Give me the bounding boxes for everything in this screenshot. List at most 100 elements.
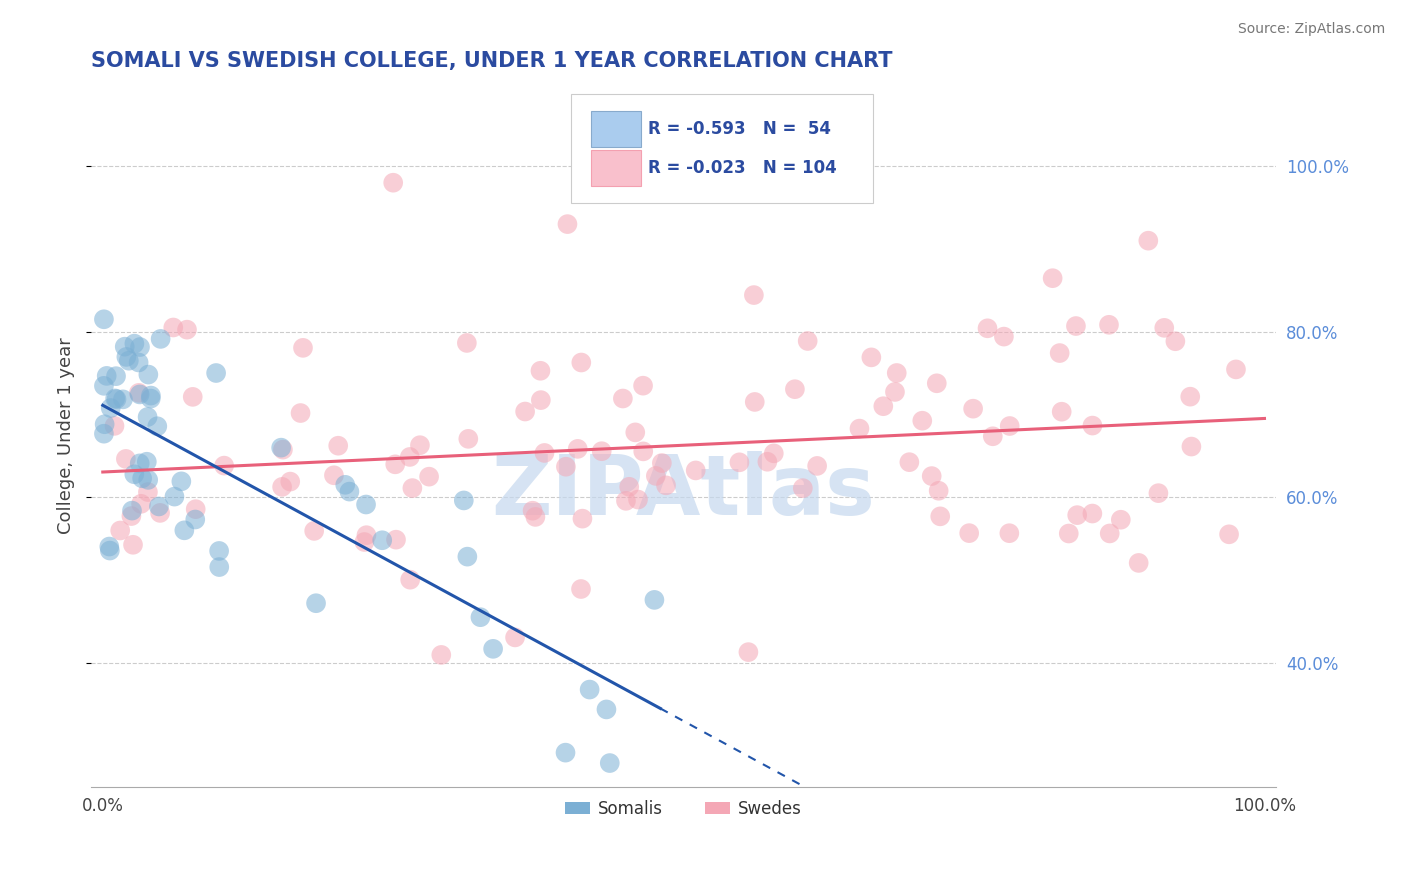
Point (302, 524, 325, 538)
Point (1180, 390, 1202, 404)
Point (292, 341, 315, 355)
Point (631, 444, 654, 458)
Point (173, 524, 195, 538)
Point (860, 351, 883, 365)
Point (456, 335, 478, 350)
Point (354, 498, 377, 512)
Point (728, 455, 751, 469)
Point (925, 376, 948, 391)
Point (1109, 513, 1132, 527)
Point (371, 533, 394, 548)
Point (1066, 508, 1088, 522)
Point (651, 456, 673, 470)
Point (591, 444, 613, 458)
Point (557, 217, 579, 231)
Point (118, 353, 141, 368)
Point (456, 549, 478, 564)
Point (105, 392, 128, 407)
Point (271, 442, 294, 457)
Point (806, 458, 828, 473)
FancyBboxPatch shape (591, 111, 641, 147)
Point (884, 384, 907, 399)
Point (998, 419, 1021, 434)
Point (685, 463, 707, 477)
Point (911, 414, 934, 428)
Point (578, 682, 600, 697)
Point (93, 417, 115, 432)
Point (105, 369, 128, 384)
Point (569, 582, 592, 596)
Point (614, 493, 637, 508)
Point (382, 176, 405, 190)
Point (962, 401, 984, 416)
Point (120, 509, 142, 524)
Point (184, 502, 207, 516)
Point (627, 492, 650, 507)
Point (886, 366, 908, 380)
Point (981, 429, 1004, 443)
Point (643, 593, 665, 607)
Point (1042, 271, 1064, 285)
Point (957, 526, 980, 541)
Point (571, 511, 593, 525)
Point (385, 533, 408, 547)
Point (305, 596, 328, 610)
Point (872, 399, 894, 413)
Point (1098, 526, 1121, 541)
Point (115, 451, 138, 466)
Point (108, 524, 131, 538)
Point (136, 409, 159, 424)
Point (631, 378, 654, 392)
Point (205, 366, 228, 380)
Point (129, 497, 152, 511)
Point (149, 332, 172, 346)
Text: ZIPAtlas: ZIPAtlas (492, 451, 876, 532)
Point (1128, 556, 1150, 570)
Point (1180, 440, 1202, 454)
Point (139, 392, 162, 406)
Point (136, 485, 159, 500)
Point (409, 438, 432, 452)
Point (93, 312, 115, 326)
Point (128, 385, 150, 400)
Point (1050, 405, 1073, 419)
Point (103, 418, 125, 433)
Point (599, 756, 621, 770)
Point (149, 506, 172, 520)
Point (744, 395, 766, 409)
Point (271, 480, 294, 494)
Point (524, 509, 547, 524)
Point (457, 432, 479, 446)
Point (993, 329, 1015, 343)
Point (1081, 418, 1104, 433)
Point (1153, 321, 1175, 335)
Text: SOMALI VS SWEDISH COLLEGE, UNDER 1 YEAR CORRELATION CHART: SOMALI VS SWEDISH COLLEGE, UNDER 1 YEAR … (91, 51, 893, 70)
Point (1098, 318, 1121, 332)
Point (184, 512, 207, 526)
Point (114, 340, 136, 354)
Point (93, 379, 115, 393)
Point (756, 455, 779, 469)
Point (356, 528, 378, 542)
Point (353, 535, 375, 549)
Point (1064, 319, 1087, 334)
Point (1225, 362, 1247, 376)
Point (976, 321, 998, 335)
Point (181, 390, 204, 404)
Point (898, 455, 921, 469)
Point (503, 631, 526, 645)
Point (737, 645, 759, 659)
Point (128, 355, 150, 369)
Point (163, 490, 186, 504)
Point (796, 334, 818, 348)
Point (96, 368, 118, 383)
Point (928, 483, 950, 498)
Point (1049, 346, 1071, 360)
FancyBboxPatch shape (571, 94, 873, 203)
Point (115, 350, 138, 364)
Point (124, 336, 146, 351)
Point (530, 393, 553, 408)
Point (104, 392, 127, 406)
Point (929, 509, 952, 524)
Point (482, 641, 505, 656)
